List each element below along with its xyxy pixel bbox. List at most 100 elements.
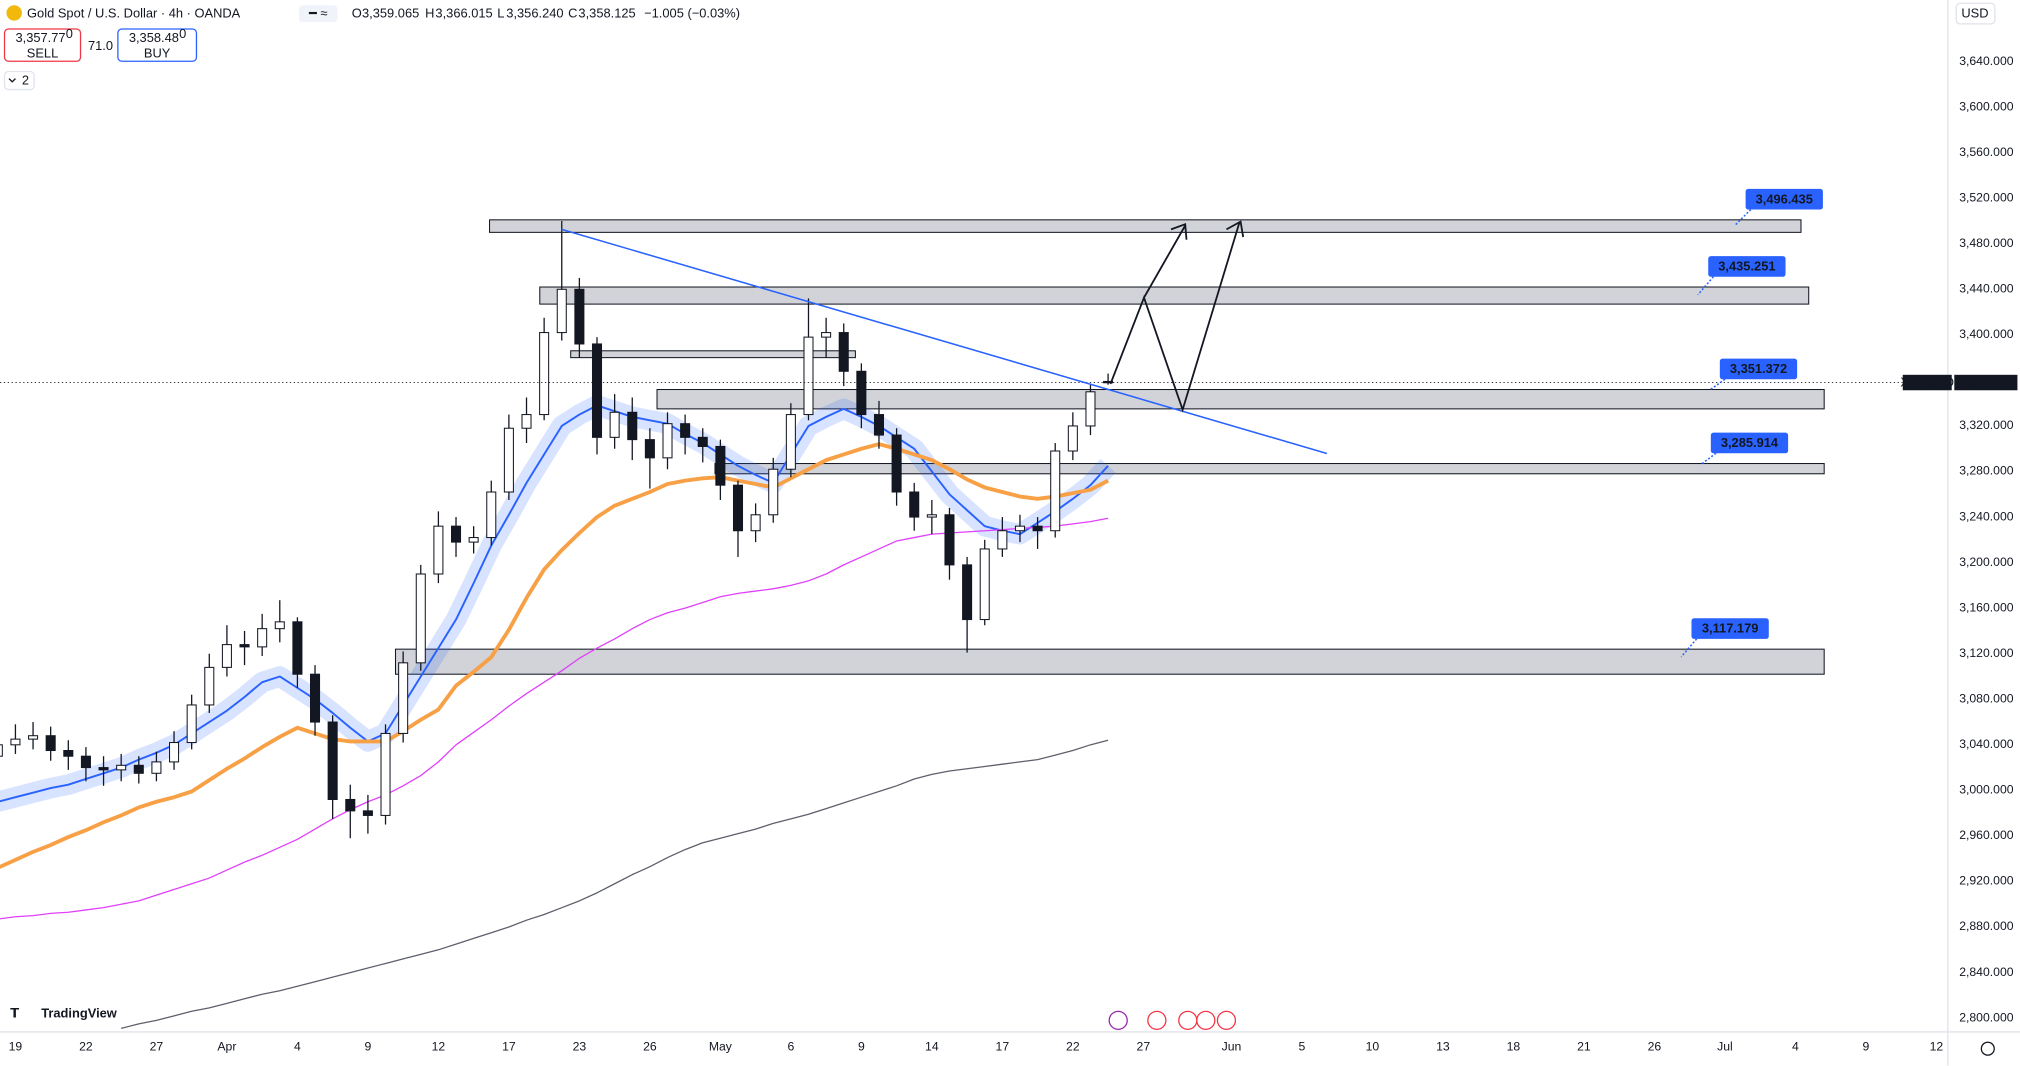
y-tick-label: 3,280.000 [1959,464,2014,478]
brand-icon: 𝗧 [10,1005,19,1020]
y-tick-label: 3,240.000 [1959,509,2014,523]
ohlc-value: 3,356.240 [506,6,563,21]
candle-body [1067,425,1078,452]
price-label-box [1710,432,1789,454]
x-tick-label: 9 [365,1040,372,1054]
candle-body [891,434,902,493]
support-resistance-zone [570,350,856,359]
spread: 71.0 [88,38,113,53]
event-icon[interactable] [1216,1010,1237,1031]
last-price-box [1954,374,2018,391]
candle-body [503,427,514,493]
y-tick-label: 3,200.000 [1959,555,2014,569]
candle-body [521,414,532,429]
support-resistance-zone [539,286,1810,305]
event-icon[interactable] [1147,1010,1167,1031]
y-tick-label: 3,400.000 [1959,327,2014,341]
settings-icon[interactable] [1980,1041,1995,1056]
moving-average [0,517,1109,920]
candle-body [98,767,109,771]
candle-body [1014,525,1025,532]
x-tick-label: 22 [1066,1040,1080,1054]
candle-body [803,336,814,416]
event-icon[interactable] [1178,1010,1198,1031]
candle-body [909,491,920,518]
candle-body [151,761,162,774]
candle-body [239,644,250,648]
candle-body [380,732,391,816]
last-price: 3,358.125 [1956,375,2013,390]
arrow-head [1225,220,1245,238]
candle-body [80,755,91,769]
status-badge[interactable] [298,5,338,22]
candle-body [398,662,409,734]
candle-body [345,798,356,812]
label-pointer [1709,378,1726,391]
candle-body [1085,391,1096,427]
ohlc-key: C [568,6,577,21]
brand: TradingView [41,1005,118,1020]
x-tick-label: 21 [1577,1040,1591,1054]
candle-body [697,436,708,447]
candle-body [715,445,726,486]
y-tick-label: 3,640.000 [1959,54,2014,68]
y-tick-label: 3,120.000 [1959,646,2014,660]
candle-body [204,666,215,706]
candle-body [0,744,3,757]
x-tick-label: 27 [1137,1040,1151,1054]
candle-body [539,332,550,416]
candle-body [169,742,180,763]
y-tick-label: 3,560.000 [1959,145,2014,159]
candle-body [838,332,849,372]
moving-average [121,739,1109,1030]
sell-button[interactable] [3,28,82,62]
event-icon[interactable] [1108,1010,1128,1031]
x-tick-label: 5 [1299,1040,1306,1054]
label-pointer [1697,276,1714,296]
sell-label: SELL [27,46,59,61]
x-tick-label: 23 [573,1040,587,1054]
sell-price: 3,357.77 [15,30,65,45]
x-tick-label: 10 [1366,1040,1380,1054]
candle-body [362,810,373,816]
x-tick-label: Jul [1717,1040,1733,1054]
y-tick-label: 3,080.000 [1959,692,2014,706]
price-label: 3,285.914 [1721,435,1779,450]
candle-body [310,673,321,723]
x-tick-label: 17 [996,1040,1010,1054]
ohlc-change: −1.005 (−0.03%) [644,6,740,21]
candle-body [116,764,127,771]
y-tick-label: 2,840.000 [1959,965,2014,979]
buy-price: 3,358.48 [129,30,179,45]
symbol-tag: XAUUSD [1900,375,1954,390]
x-tick-label: 9 [1862,1040,1869,1054]
projection-path [1109,222,1241,413]
candle-body [732,484,744,532]
candle-body [450,525,462,543]
price-label-box [1719,358,1798,380]
currency-button[interactable] [1955,2,1996,25]
currency: USD [1961,6,1988,21]
candle-body [468,537,479,543]
arrow-head [1170,222,1188,240]
x-tick-label: 4 [1792,1040,1799,1054]
x-tick-label: Jun [1222,1040,1242,1054]
candle-body [644,439,655,459]
candle-body [1050,450,1061,532]
y-tick-label: 3,480.000 [1959,236,2014,250]
candle-body [609,411,620,438]
buy-button[interactable] [117,28,198,62]
candle-body [433,525,444,575]
label-pointer [1680,638,1698,658]
x-tick-label: 17 [502,1040,516,1054]
ohlc-value: 3,366.015 [435,6,492,21]
indicator-toggle[interactable] [3,70,35,91]
candle-body [45,735,56,752]
x-tick-label: 22 [79,1040,93,1054]
event-icon[interactable] [1196,1010,1216,1031]
moving-average [0,404,1109,803]
x-tick-label: 6 [787,1040,794,1054]
x-tick-label: Apr [217,1040,236,1054]
x-tick-label: 27 [150,1040,164,1054]
